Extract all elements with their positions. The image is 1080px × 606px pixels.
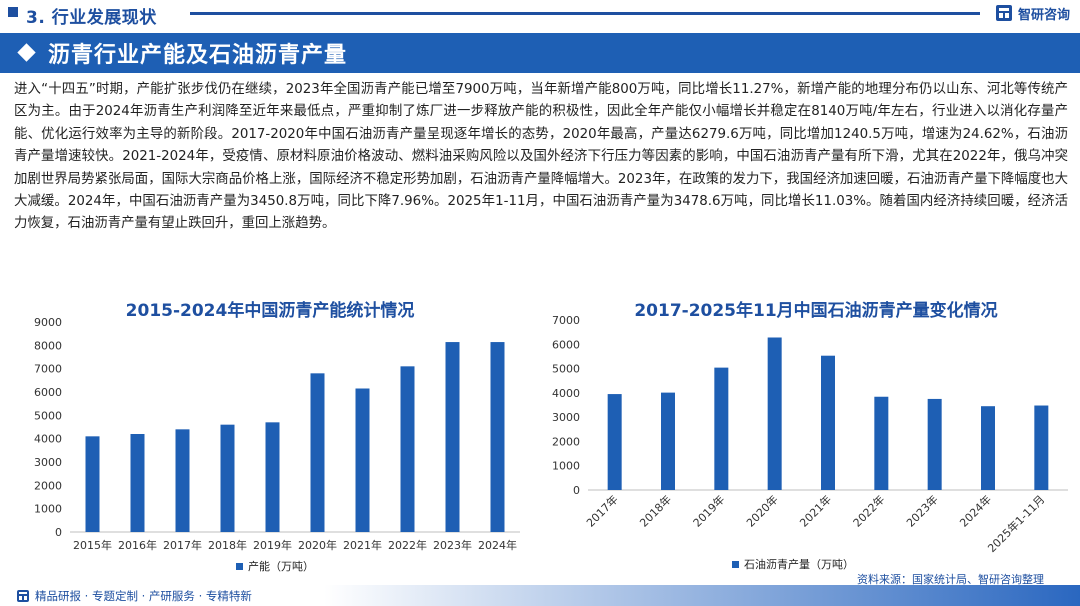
y-tick-label: 2000	[34, 479, 62, 492]
source-note: 资料来源：国家统计局、智研咨询整理	[857, 573, 1044, 586]
bar	[175, 429, 190, 532]
bar	[220, 424, 235, 532]
y-tick-label: 9000	[34, 318, 62, 329]
x-tick-label: 2021年	[797, 492, 834, 529]
section-marker	[8, 7, 18, 17]
y-tick-label: 4000	[552, 387, 580, 400]
diamond-icon	[17, 43, 36, 62]
bar	[400, 366, 415, 532]
page-title: 沥青行业产能及石油沥青产量	[48, 43, 348, 68]
y-tick-label: 1000	[34, 503, 62, 516]
x-tick-label: 2017年	[163, 538, 202, 552]
bar	[981, 406, 995, 490]
x-tick-label: 2024年	[957, 492, 994, 529]
brand-logo-icon	[995, 5, 1012, 21]
chart-1-title: 2015-2024年中国沥青产能统计情况	[125, 301, 415, 321]
bar	[607, 394, 622, 490]
section-rule	[190, 12, 980, 15]
chart-2-title: 2017-2025年11月中国石油沥青产量变化情况	[634, 301, 998, 321]
chart-1-legend-label: 产能（万吨）	[248, 560, 314, 573]
bar	[355, 388, 370, 532]
bar	[661, 392, 675, 490]
y-tick-label: 7000	[552, 314, 580, 327]
bar	[767, 337, 782, 490]
y-tick-label: 5000	[34, 409, 62, 422]
y-tick-label: 3000	[552, 411, 580, 424]
bar	[85, 436, 100, 532]
y-tick-label: 3000	[34, 456, 62, 469]
chart-2-legend: 石油沥青产量（万吨）	[732, 556, 854, 572]
x-tick-label: 2017年	[583, 492, 620, 529]
bar	[130, 434, 145, 532]
footer-text: 精品研报 · 专题定制 · 产研服务 · 专精特新	[35, 589, 252, 603]
bar	[1034, 405, 1049, 490]
footer-band	[0, 585, 1080, 606]
x-tick-label: 2020年	[298, 538, 337, 552]
section-heading: 3. 行业发展现状	[26, 8, 157, 28]
x-tick-label: 2022年	[388, 538, 427, 552]
y-tick-label: 8000	[34, 339, 62, 352]
y-tick-label: 2000	[552, 435, 580, 448]
y-tick-label: 6000	[552, 338, 580, 351]
y-tick-label: 0	[573, 484, 580, 497]
chart-1-svg: 0 1000 2000 3000 4000 5000 6000 7000 8000 9000 201…	[34, 318, 520, 552]
chart-1-legend: 产能（万吨）	[236, 558, 314, 574]
x-tick-label: 2018年	[208, 538, 247, 552]
brand-name: 智研咨询	[1017, 7, 1070, 23]
x-tick-label: 2020年	[743, 492, 780, 529]
chart-2-svg: 0 1000 2000 3000 4000 5000 6000 7000 2017年 2018年 2…	[552, 314, 1068, 555]
brand-logo: 智研咨询	[994, 3, 1070, 23]
y-tick-label: 6000	[34, 386, 62, 399]
chart-2-legend-label: 石油沥青产量（万吨）	[744, 558, 854, 571]
bar	[490, 342, 505, 532]
y-tick-label: 7000	[34, 363, 62, 376]
title-bar: 沥青行业产能及石油沥青产量	[0, 33, 1080, 73]
footer: 精品研报 · 专题定制 · 产研服务 · 专精特新	[0, 585, 1080, 606]
x-tick-label: 2022年	[850, 492, 887, 529]
x-tick-label: 2016年	[118, 538, 157, 552]
y-tick-label: 5000	[552, 363, 580, 376]
x-tick-label: 2018年	[637, 492, 674, 529]
x-tick-label: 2024年	[478, 538, 517, 552]
x-tick-label: 2019年	[690, 492, 727, 529]
x-tick-label: 2021年	[343, 538, 382, 552]
x-tick-label: 2023年	[903, 492, 940, 529]
intro-paragraph: 进入“十四五”时期，产能扩张步伐仍在继续，2023年全国沥青产能已增至7900万…	[14, 82, 1068, 232]
y-tick-label: 1000	[552, 460, 580, 473]
y-tick-label: 0	[55, 526, 62, 539]
y-tick-label: 4000	[34, 433, 62, 446]
footer-tagline: 精品研报 · 专题定制 · 产研服务 · 专精特新	[16, 588, 252, 604]
bar	[445, 342, 460, 532]
legend-swatch	[732, 560, 739, 568]
bar	[714, 367, 729, 490]
top-bar: 3. 行业发展现状 智研咨询	[0, 0, 1080, 30]
brand-mini-icon	[17, 590, 29, 602]
x-tick-label: 2025年1-11月	[985, 492, 1048, 555]
x-tick-label: 2015年	[73, 538, 112, 552]
bar	[874, 396, 889, 490]
bar	[310, 373, 325, 532]
x-tick-label: 2023年	[433, 538, 472, 552]
bar	[927, 398, 942, 490]
legend-swatch	[236, 562, 243, 570]
bar	[265, 422, 280, 532]
bar	[821, 355, 835, 490]
x-tick-label: 2019年	[253, 538, 292, 552]
